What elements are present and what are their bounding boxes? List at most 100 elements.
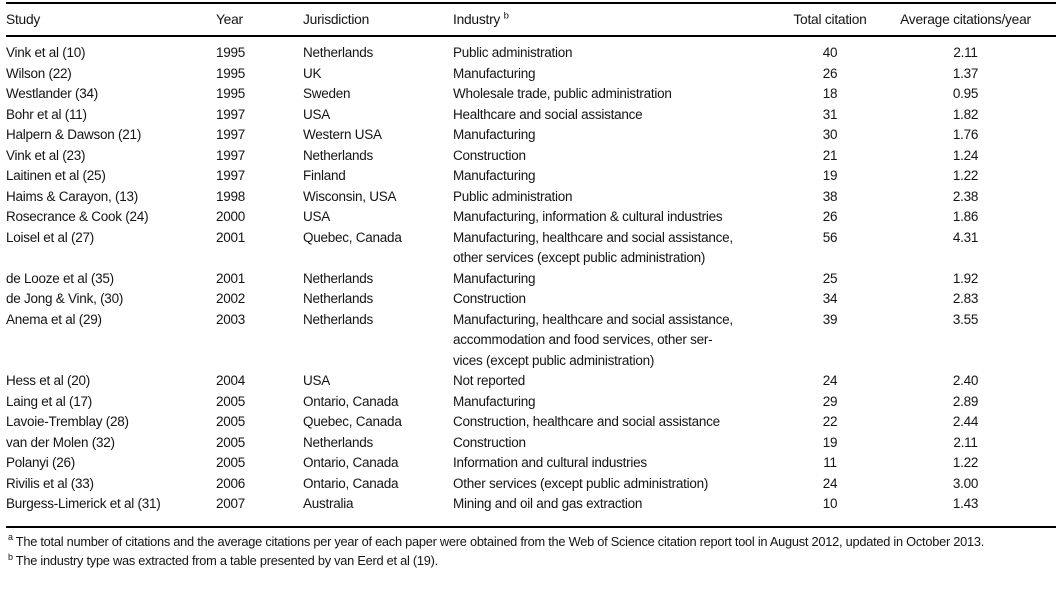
- cell-avg: 3.55: [952, 311, 979, 327]
- table-row: de Jong & Vink, (30) 2002 Netherlands Const…: [6, 289, 1056, 310]
- cell-avg: 1.24: [952, 147, 979, 163]
- table-row: Laitinen et al (25) 1997 Finland Manufactur…: [6, 166, 1056, 187]
- cell-jurisdiction: Netherlands: [303, 147, 374, 163]
- cell-year: 2002: [216, 291, 246, 306]
- cell-total: 40: [822, 45, 838, 60]
- cell-total: 38: [822, 188, 838, 204]
- table-row: Halpern & Dawson (21) 1997 Western USA Manu…: [6, 125, 1056, 146]
- cell-study: Westlander (34): [6, 86, 99, 101]
- cell-total: 26: [822, 209, 838, 224]
- cell-jurisdiction: Ontario, Canada: [303, 393, 399, 409]
- cell-industry: Information and cultural industries: [453, 455, 647, 470]
- column-header-jurisdiction-label: Jurisdiction: [303, 12, 370, 27]
- cell-industry: Manufacturing: [453, 65, 536, 81]
- cell-jurisdiction: Netherlands: [303, 434, 374, 450]
- cell-avg: 2.40: [952, 373, 979, 388]
- cell-study: Wilson (22): [6, 65, 72, 81]
- cell-jurisdiction: Wisconsin, USA: [303, 188, 397, 204]
- cell-study: Anema et al (29): [6, 311, 102, 327]
- cell-jurisdiction: Netherlands: [303, 291, 374, 306]
- table-row: Bohr et al (11) 1997 USA Healthcare and soc…: [6, 105, 1056, 126]
- cell-study: Vink et al (10): [6, 45, 86, 60]
- cell-avg: 2.38: [952, 188, 979, 204]
- citations-table: Study Year Jurisdiction Industry b Total…: [6, 2, 1056, 528]
- table-row: Lavoie-Tremblay (28) 2005 Quebec, Canada Co…: [6, 412, 1056, 433]
- cell-year: 2004: [216, 373, 246, 388]
- cell-total: 18: [822, 86, 838, 101]
- cell-study: Rosecrance & Cook (24): [6, 209, 149, 224]
- column-header-total-citation: Total citation: [785, 3, 875, 37]
- cell-year: 1997: [216, 147, 246, 163]
- table-row: Polanyi (26) 2005 Ontario, Canada Informati…: [6, 453, 1056, 474]
- cell-year: 2005: [216, 414, 246, 429]
- cell-jurisdiction: Finland: [303, 168, 346, 183]
- cell-industry: Manufacturing: [453, 127, 536, 142]
- cell-avg: 1.86: [952, 209, 979, 224]
- cell-year: 1998: [216, 188, 246, 204]
- cell-total: 21: [822, 147, 838, 163]
- cell-study: Lavoie-Tremblay (28): [6, 414, 129, 429]
- cell-study: Rivilis et al (33): [6, 475, 94, 491]
- cell-study: Haims & Carayon, (13): [6, 188, 139, 204]
- cell-year: 2003: [216, 311, 246, 327]
- cell-study: Halpern & Dawson (21): [6, 127, 142, 142]
- cell-jurisdiction: Ontario, Canada: [303, 475, 399, 491]
- cell-jurisdiction: Quebec, Canada: [303, 229, 402, 245]
- footnote-a-marker: a: [8, 532, 13, 543]
- cell-jurisdiction: USA: [303, 209, 331, 224]
- cell-total: 19: [822, 168, 838, 183]
- cell-total: 39: [822, 311, 838, 327]
- industry-footnote-marker: b: [503, 10, 509, 22]
- cell-total: 19: [822, 434, 838, 450]
- cell-industry: Manufacturing, healthcare and social ass…: [453, 229, 733, 266]
- table-row: Burgess-Limerick et al (31) 2007 Australia…: [6, 494, 1056, 527]
- cell-total: 26: [822, 65, 838, 81]
- table-body: Vink et al (10) 1995 Netherlands Public adm…: [6, 36, 1056, 527]
- cell-avg: 1.22: [952, 455, 979, 470]
- cell-year: 2005: [216, 434, 246, 450]
- cell-total: 25: [822, 270, 838, 286]
- cell-year: 2005: [216, 393, 246, 409]
- cell-industry: Manufacturing, information & cultural in…: [453, 209, 723, 224]
- cell-year: 2001: [216, 270, 246, 286]
- cell-avg: 2.11: [953, 434, 978, 450]
- cell-avg: 2.44: [952, 414, 979, 429]
- column-header-year-label: Year: [216, 12, 243, 27]
- cell-study: Laitinen et al (25): [6, 168, 106, 183]
- table-row: Anema et al (29) 2003 Netherlands Manufactu…: [6, 310, 1056, 372]
- cell-industry: Manufacturing, healthcare and social ass…: [453, 311, 733, 368]
- cell-avg: 2.89: [952, 393, 979, 409]
- column-header-jurisdiction: Jurisdiction: [303, 3, 453, 37]
- cell-avg: 4.31: [952, 229, 979, 245]
- cell-year: 2000: [216, 209, 246, 224]
- cell-study: van der Molen (32): [6, 434, 115, 450]
- cell-avg: 1.76: [952, 127, 979, 142]
- cell-industry: Construction: [453, 434, 526, 450]
- cell-avg: 1.22: [952, 168, 979, 183]
- column-header-study-label: Study: [6, 12, 41, 27]
- column-header-industry: Industry b: [453, 3, 785, 37]
- column-header-year: Year: [216, 3, 303, 37]
- table-row: Wilson (22) 1995 UK Manufacturing 26 1.37: [6, 64, 1056, 85]
- cell-industry: Public administration: [453, 45, 573, 60]
- cell-avg: 2.83: [952, 291, 979, 306]
- cell-industry: Wholesale trade, public administration: [453, 86, 672, 101]
- cell-jurisdiction: Quebec, Canada: [303, 414, 402, 429]
- header-row: Study Year Jurisdiction Industry b Total…: [6, 3, 1056, 37]
- cell-year: 1997: [216, 106, 246, 122]
- cell-industry: Mining and oil and gas extraction: [453, 496, 643, 511]
- cell-industry: Not reported: [453, 373, 526, 388]
- cell-total: 11: [823, 455, 837, 470]
- cell-total: 22: [822, 414, 838, 429]
- cell-total: 24: [822, 373, 838, 388]
- footnote-b-text: The industry type was extracted from a t…: [15, 553, 438, 568]
- table-header: Study Year Jurisdiction Industry b Total…: [6, 3, 1056, 37]
- cell-total: 31: [822, 106, 838, 122]
- table-row: Hess et al (20) 2004 USA Not reported 24 2.40: [6, 371, 1056, 392]
- cell-jurisdiction: UK: [303, 65, 322, 81]
- cell-avg: 0.95: [952, 86, 979, 101]
- cell-total: 10: [822, 496, 838, 511]
- cell-study: Polanyi (26): [6, 455, 76, 470]
- cell-jurisdiction: Netherlands: [303, 270, 374, 286]
